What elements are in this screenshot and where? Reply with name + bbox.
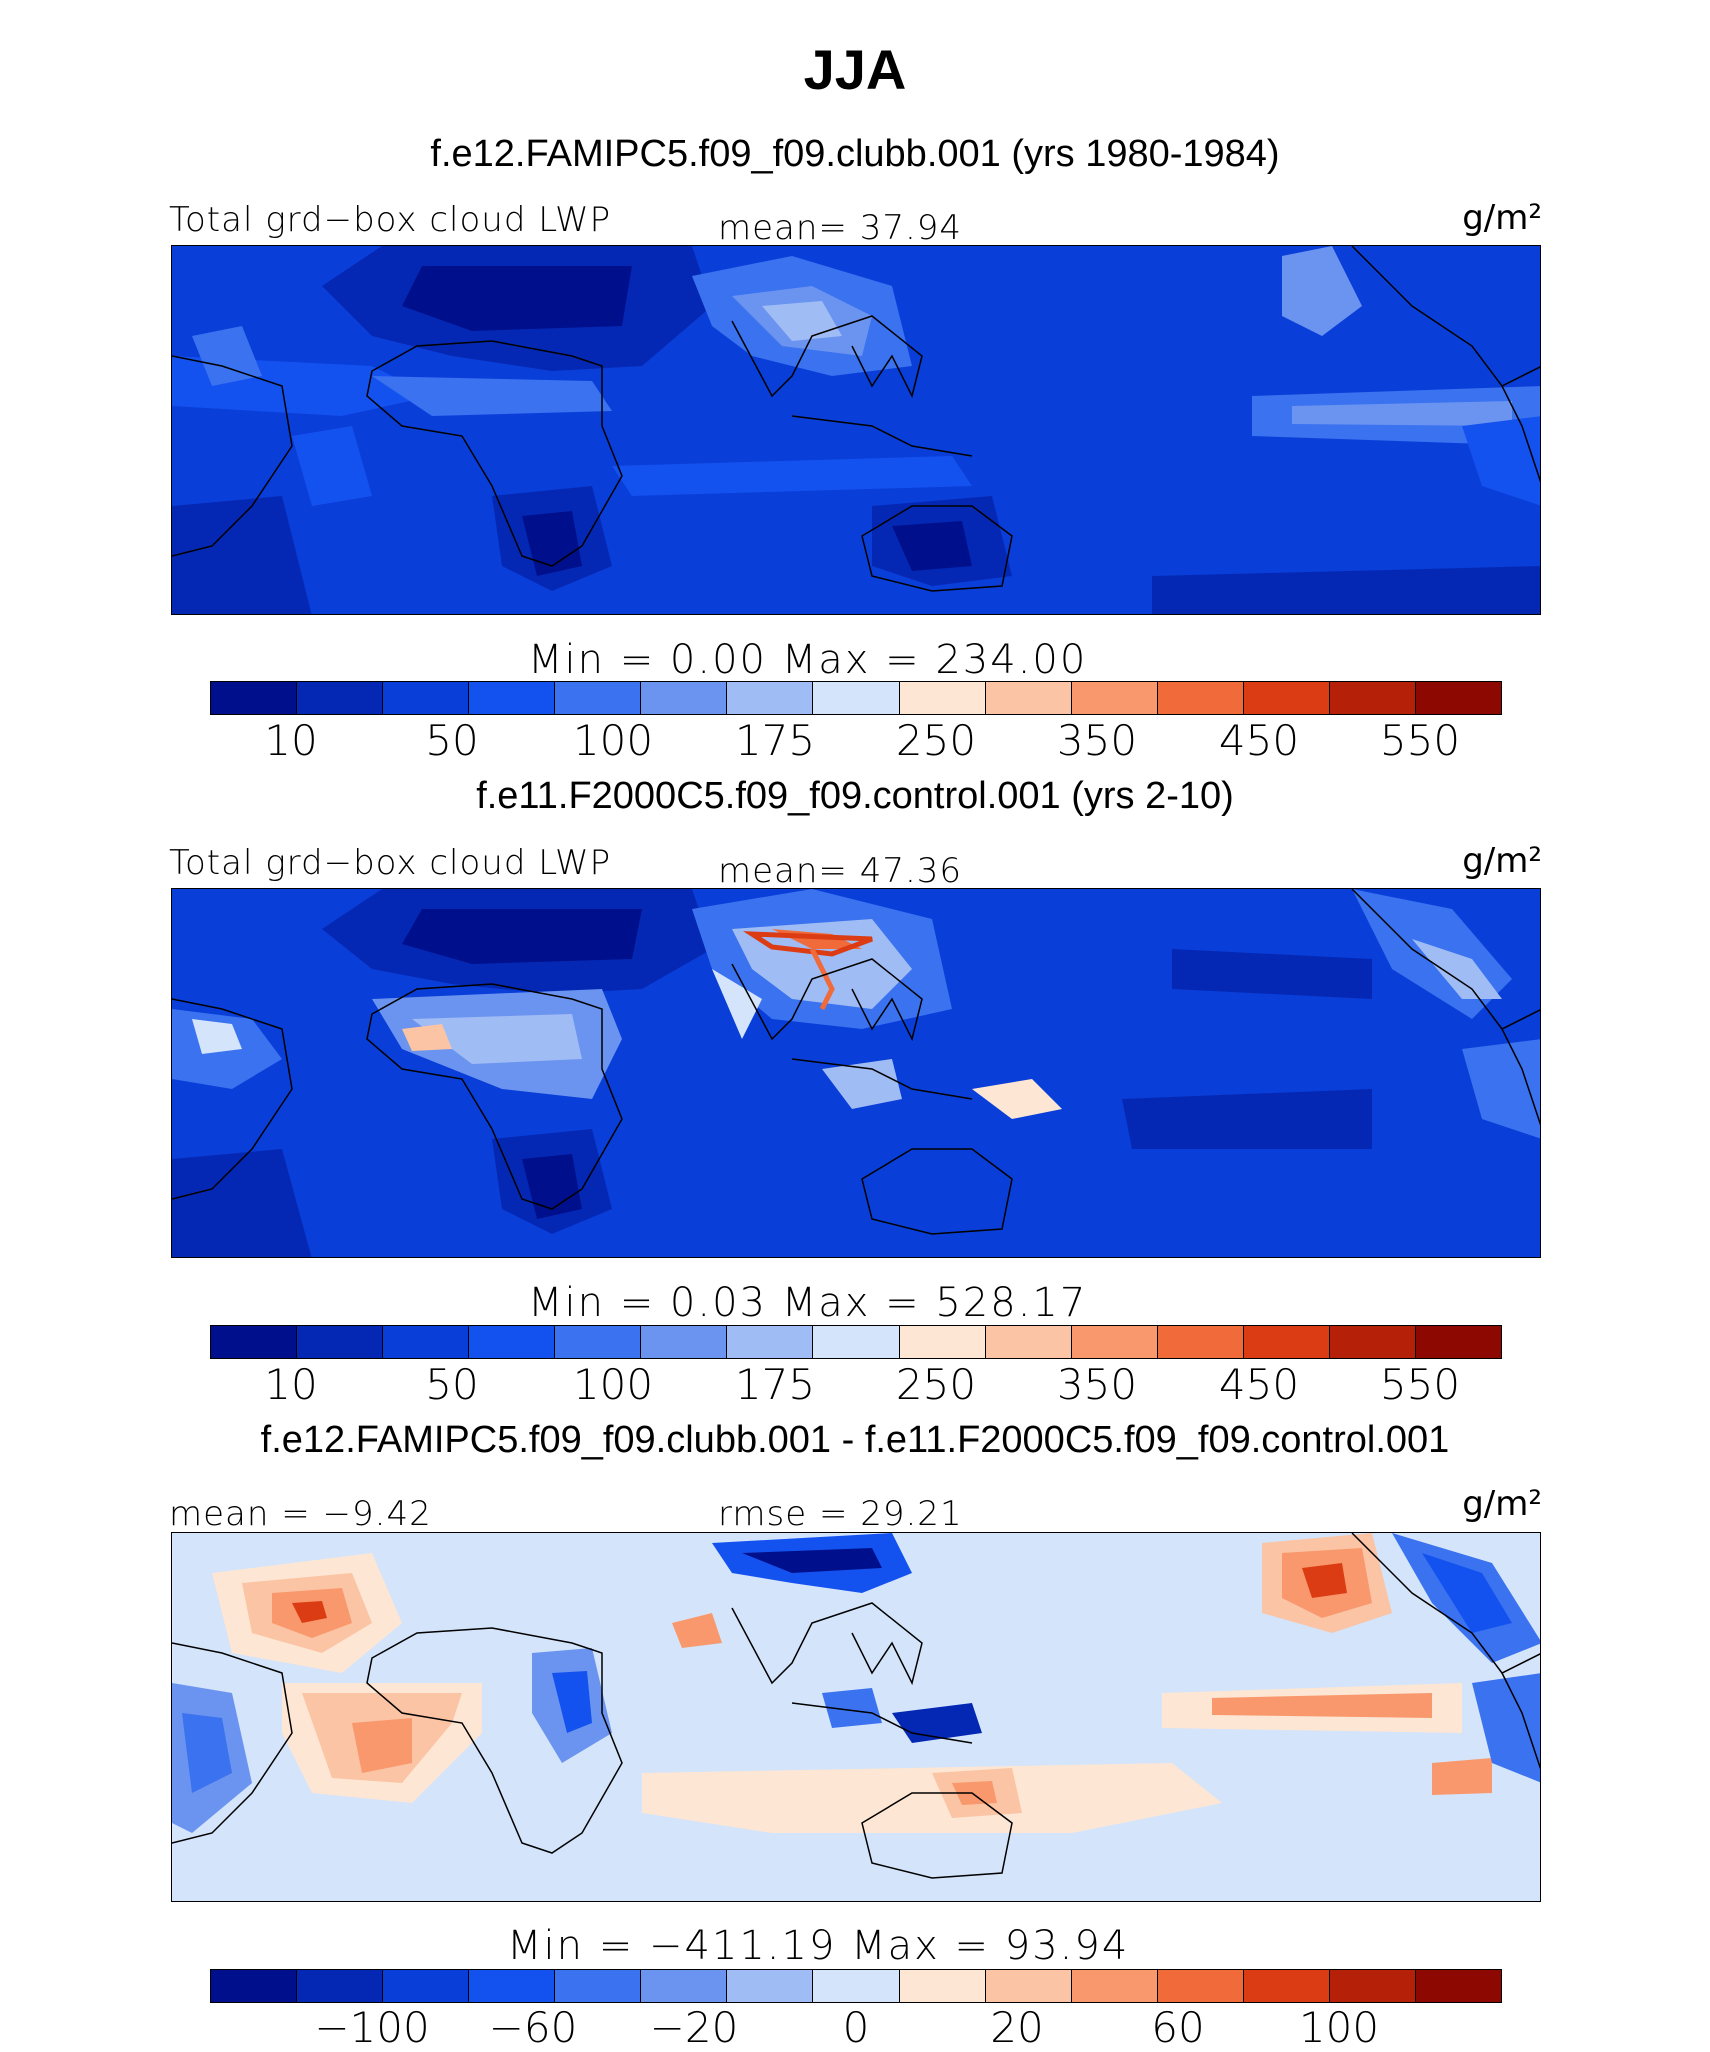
panel-2-case-title: f.e11.F2000C5.f09_f09.control.001 (yrs 2…: [476, 775, 1234, 817]
colorbar-swatch: [383, 1970, 470, 2002]
panel-2-variable-label: Total grd−box cloud LWP: [169, 843, 612, 883]
colorbar-swatch: [985, 682, 1072, 714]
colorbar-swatch: [899, 682, 986, 714]
colorbar-swatch: [1415, 1326, 1501, 1358]
panel-2-mean-label: mean= 47.36: [718, 851, 963, 891]
colorbar-swatch: [469, 1326, 556, 1358]
colorbar-swatch: [985, 1970, 1072, 2002]
panel-2-colorbar-tick: 450: [1218, 1360, 1300, 1409]
panel-2-colorbar-tick: 350: [1056, 1360, 1138, 1409]
panel-2-map-field: [172, 889, 1540, 1257]
colorbar-swatch: [641, 1970, 728, 2002]
panel-3-rmse-label: rmse = 29.21: [718, 1494, 963, 1534]
colorbar-swatch: [1071, 1326, 1158, 1358]
colorbar-swatch: [1415, 1970, 1501, 2002]
panel-1-mean-label: mean= 37.94: [718, 208, 963, 248]
panel-2-colorbar-tick: 50: [425, 1360, 479, 1409]
panel-2-colorbar-tick: 100: [572, 1360, 654, 1409]
panel-1-colorbar: [210, 681, 1502, 715]
panel-3-colorbar: [210, 1969, 1502, 2003]
colorbar-swatch: [813, 682, 900, 714]
panel-2-colorbar-tick: 550: [1379, 1360, 1461, 1409]
panel-3-colorbar-tick: −60: [488, 2003, 578, 2052]
panel-1-colorbar-tick: 550: [1379, 716, 1461, 765]
panel-3-minmax: Min = −411.19 Max = 93.94: [507, 1923, 1130, 1969]
colorbar-swatch: [1157, 1970, 1244, 2002]
panel-1-colorbar-tick: 450: [1218, 716, 1300, 765]
panel-3-colorbar-tick: 60: [1151, 2003, 1205, 2052]
colorbar-swatch: [297, 1970, 384, 2002]
colorbar-swatch: [383, 1326, 470, 1358]
colorbar-swatch: [1243, 1326, 1330, 1358]
colorbar-swatch: [211, 1970, 298, 2002]
panel-3-map: [171, 1532, 1541, 1902]
colorbar-swatch: [727, 1326, 814, 1358]
panel-3-map-field: [172, 1533, 1540, 1901]
panel-1-colorbar-tick: 100: [572, 716, 654, 765]
panel-1-colorbar-tick: 50: [425, 716, 479, 765]
panel-1-colorbar-tick: 250: [895, 716, 977, 765]
colorbar-swatch: [813, 1970, 900, 2002]
colorbar-swatch: [1329, 1326, 1416, 1358]
colorbar-swatch: [211, 1326, 298, 1358]
panel-1-map: [171, 245, 1541, 615]
colorbar-swatch: [555, 1326, 642, 1358]
panel-2-map: [171, 888, 1541, 1258]
panel-2-minmax: Min = 0.03 Max = 528.17: [528, 1280, 1088, 1326]
colorbar-swatch: [469, 1970, 556, 2002]
panel-2-units-label: g/m²: [1462, 841, 1542, 881]
colorbar-swatch: [1415, 682, 1501, 714]
panel-1-map-field: [172, 246, 1540, 614]
colorbar-swatch: [727, 1970, 814, 2002]
panel-3-colorbar-tick: −100: [314, 2003, 430, 2052]
colorbar-swatch: [1071, 682, 1158, 714]
colorbar-swatch: [727, 682, 814, 714]
panel-3-colorbar-tick: 0: [842, 2003, 870, 2052]
panel-2-colorbar-tick: 175: [734, 1360, 816, 1409]
colorbar-swatch: [555, 1970, 642, 2002]
colorbar-swatch: [1071, 1970, 1158, 2002]
colorbar-swatch: [899, 1970, 986, 2002]
panel-1-colorbar-tick: 10: [264, 716, 318, 765]
panel-1-units-label: g/m²: [1462, 198, 1542, 238]
panel-3-colorbar-tick: −20: [649, 2003, 739, 2052]
colorbar-swatch: [1243, 1970, 1330, 2002]
figure-title: JJA: [803, 38, 907, 101]
panel-1-variable-label: Total grd−box cloud LWP: [169, 200, 612, 240]
colorbar-swatch: [383, 682, 470, 714]
colorbar-swatch: [813, 1326, 900, 1358]
panel-3-case-title: f.e12.FAMIPC5.f09_f09.clubb.001 - f.e11.…: [260, 1419, 1450, 1461]
panel-1-colorbar-tick: 350: [1056, 716, 1138, 765]
colorbar-swatch: [469, 682, 556, 714]
colorbar-swatch: [211, 682, 298, 714]
colorbar-swatch: [1329, 1970, 1416, 2002]
colorbar-swatch: [641, 682, 728, 714]
panel-2-colorbar: [210, 1325, 1502, 1359]
panel-3-colorbar-tick: 20: [990, 2003, 1044, 2052]
panel-1-colorbar-tick: 175: [734, 716, 816, 765]
panel-1-minmax: Min = 0.00 Max = 234.00: [528, 637, 1088, 683]
colorbar-swatch: [297, 682, 384, 714]
colorbar-swatch: [297, 1326, 384, 1358]
colorbar-swatch: [1329, 682, 1416, 714]
panel-3-colorbar-tick: 100: [1298, 2003, 1380, 2052]
colorbar-swatch: [899, 1326, 986, 1358]
panel-2-colorbar-tick: 250: [895, 1360, 977, 1409]
panel-3-units-label: g/m²: [1462, 1484, 1542, 1524]
colorbar-swatch: [1243, 682, 1330, 714]
panel-1-case-title: f.e12.FAMIPC5.f09_f09.clubb.001 (yrs 198…: [430, 133, 1280, 175]
colorbar-swatch: [1157, 682, 1244, 714]
panel-3-mean-label: mean = −9.42: [169, 1494, 432, 1534]
colorbar-swatch: [1157, 1326, 1244, 1358]
panel-2-colorbar-tick: 10: [264, 1360, 318, 1409]
colorbar-swatch: [985, 1326, 1072, 1358]
colorbar-swatch: [641, 1326, 728, 1358]
colorbar-swatch: [555, 682, 642, 714]
